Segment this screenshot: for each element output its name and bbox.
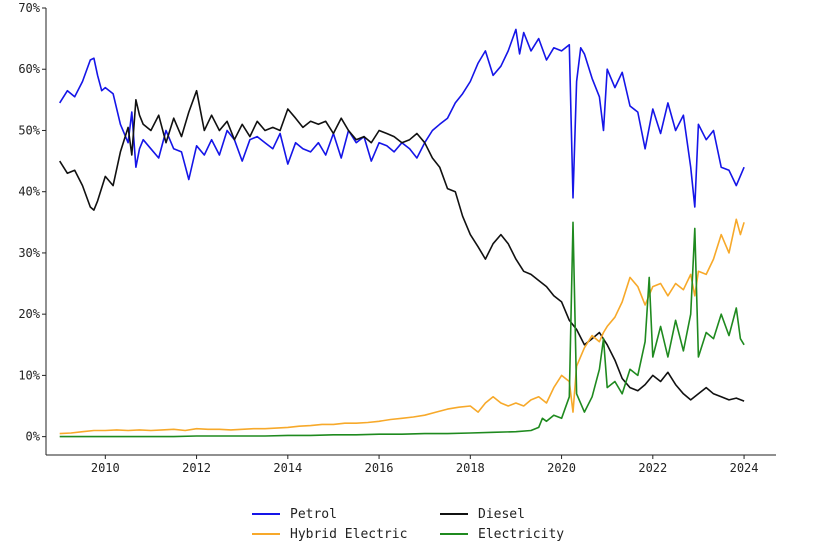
y-tick-label: 30% xyxy=(18,246,40,260)
legend-label-diesel: Diesel xyxy=(478,507,525,522)
series-line-hybrid-electric xyxy=(59,218,745,435)
y-tick-label: 70% xyxy=(18,1,40,15)
series-line-diesel xyxy=(59,89,745,402)
y-tick-label: 20% xyxy=(18,307,40,321)
x-tick-label: 2016 xyxy=(365,461,394,475)
legend-label-electricity: Electricity xyxy=(478,527,564,542)
y-tick-label: 0% xyxy=(26,430,41,444)
x-tick-label: 2012 xyxy=(182,461,211,475)
x-tick-label: 2010 xyxy=(91,461,120,475)
series-line-electricity xyxy=(59,221,745,438)
axes: 0% 10% 20% 30% 40% 50% 60% 70% 2010 2012 2014 2016 2… xyxy=(18,1,776,475)
x-tick-label: 2020 xyxy=(547,461,576,475)
legend-label-petrol: Petrol xyxy=(290,507,337,522)
x-tick-label: 2014 xyxy=(273,461,302,475)
y-tick-label: 60% xyxy=(18,62,40,76)
x-tick-label: 2018 xyxy=(456,461,485,475)
legend-label-hybrid-electric: Hybrid Electric xyxy=(290,527,407,542)
y-tick-label: 10% xyxy=(18,368,40,382)
y-tick-label: 40% xyxy=(18,185,40,199)
y-tick-label: 50% xyxy=(18,123,40,137)
series-line-petrol xyxy=(59,28,745,208)
plot-lines xyxy=(59,28,745,438)
legend: Petrol Diesel Hybrid Electric Electricity xyxy=(252,507,564,542)
x-tick-label: 2022 xyxy=(638,461,667,475)
x-tick-label: 2024 xyxy=(730,461,759,475)
